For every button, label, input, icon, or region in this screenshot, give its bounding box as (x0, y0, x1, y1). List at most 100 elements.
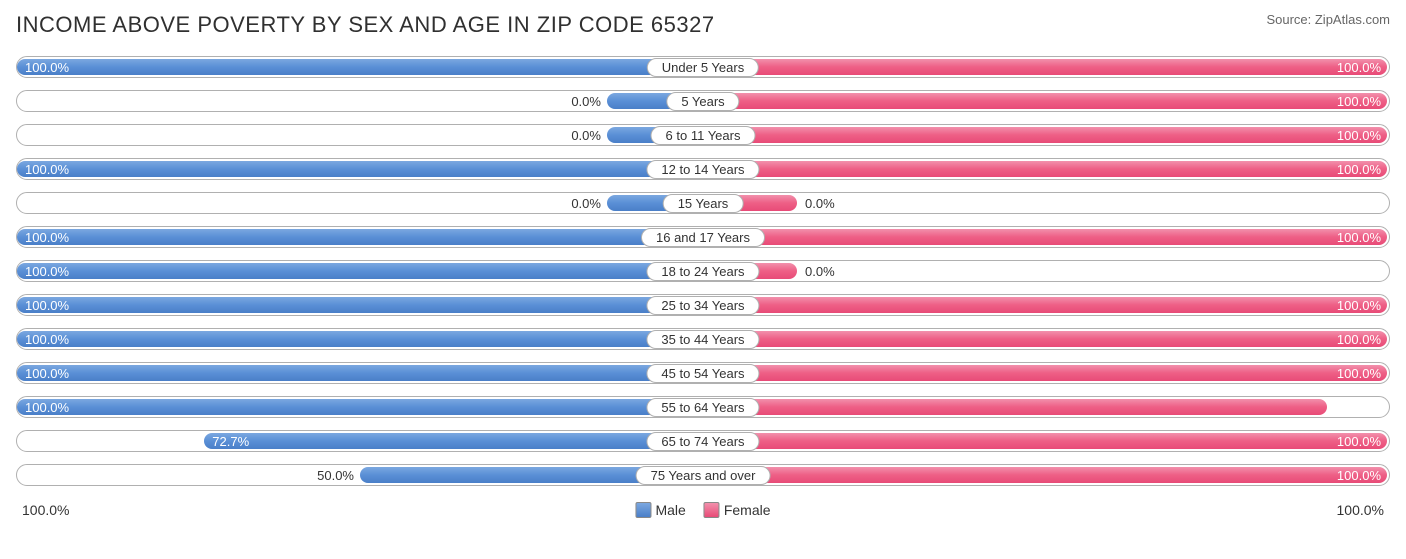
bar-track: 100.0% 91.3% 55 to 64 Years (16, 396, 1390, 418)
chart-row: 100.0% 100.0% Under 5 Years (16, 56, 1390, 84)
category-label: 55 to 64 Years (646, 398, 759, 417)
axis-left-label: 100.0% (22, 502, 69, 518)
chart-title: INCOME ABOVE POVERTY BY SEX AND AGE IN Z… (16, 12, 715, 38)
legend-male: Male (635, 502, 685, 518)
axis-right-label: 100.0% (1337, 502, 1384, 518)
male-bar (17, 263, 701, 279)
male-value-label: 100.0% (25, 264, 69, 279)
category-label: 25 to 34 Years (646, 296, 759, 315)
male-value-label: 100.0% (25, 298, 69, 313)
female-value-label: 100.0% (1337, 230, 1381, 245)
axis-row: 100.0% Male Female 100.0% (16, 498, 1390, 518)
chart-container: INCOME ABOVE POVERTY BY SEX AND AGE IN Z… (0, 0, 1406, 559)
category-label: 6 to 11 Years (651, 126, 756, 145)
chart-row: 0.0% 0.0% 15 Years (16, 192, 1390, 220)
legend-female-label: Female (724, 502, 771, 518)
male-value-label: 100.0% (25, 366, 69, 381)
male-value-label: 100.0% (25, 162, 69, 177)
male-bar (204, 433, 701, 449)
female-bar (703, 399, 1327, 415)
chart-row: 100.0% 100.0% 35 to 44 Years (16, 328, 1390, 356)
female-value-label: 100.0% (1337, 332, 1381, 347)
chart-area: 100.0% 100.0% Under 5 Years 0.0% 100.0% 5 Yea… (16, 56, 1390, 492)
bar-track: 100.0% 100.0% 35 to 44 Years (16, 328, 1390, 350)
bar-track: 100.0% 100.0% Under 5 Years (16, 56, 1390, 78)
male-value-label: 0.0% (571, 94, 601, 109)
bar-track: 100.0% 0.0% 18 to 24 Years (16, 260, 1390, 282)
female-bar (703, 93, 1387, 109)
source-label: Source: ZipAtlas.com (1266, 12, 1390, 27)
chart-row: 100.0% 100.0% 12 to 14 Years (16, 158, 1390, 186)
male-swatch-icon (635, 502, 651, 518)
male-value-label: 0.0% (571, 196, 601, 211)
female-bar (703, 365, 1387, 381)
chart-row: 100.0% 100.0% 25 to 34 Years (16, 294, 1390, 322)
female-value-label: 100.0% (1337, 298, 1381, 313)
female-swatch-icon (704, 502, 720, 518)
chart-row: 100.0% 91.3% 55 to 64 Years (16, 396, 1390, 424)
male-value-label: 72.7% (212, 434, 249, 449)
female-value-label: 100.0% (1337, 366, 1381, 381)
female-value-label: 100.0% (1337, 94, 1381, 109)
female-value-label: 100.0% (1337, 162, 1381, 177)
male-bar (17, 331, 701, 347)
male-value-label: 100.0% (25, 230, 69, 245)
chart-row: 100.0% 0.0% 18 to 24 Years (16, 260, 1390, 288)
bar-track: 100.0% 100.0% 12 to 14 Years (16, 158, 1390, 180)
legend-male-label: Male (655, 502, 685, 518)
female-value-label: 91.3% (1344, 400, 1381, 415)
chart-row: 0.0% 100.0% 5 Years (16, 90, 1390, 118)
category-label: 15 Years (663, 194, 744, 213)
male-bar (17, 161, 701, 177)
chart-row: 50.0% 100.0% 75 Years and over (16, 464, 1390, 492)
bar-track: 0.0% 100.0% 5 Years (16, 90, 1390, 112)
female-bar (703, 433, 1387, 449)
category-label: 12 to 14 Years (646, 160, 759, 179)
chart-row: 72.7% 100.0% 65 to 74 Years (16, 430, 1390, 458)
female-bar (703, 127, 1387, 143)
bar-track: 0.0% 0.0% 15 Years (16, 192, 1390, 214)
female-value-label: 100.0% (1337, 128, 1381, 143)
category-label: 18 to 24 Years (646, 262, 759, 281)
male-bar (17, 297, 701, 313)
female-value-label: 100.0% (1337, 468, 1381, 483)
bar-track: 100.0% 100.0% 25 to 34 Years (16, 294, 1390, 316)
category-label: 75 Years and over (636, 466, 771, 485)
legend-female: Female (704, 502, 771, 518)
male-bar (17, 59, 701, 75)
category-label: 16 and 17 Years (641, 228, 765, 247)
category-label: 35 to 44 Years (646, 330, 759, 349)
chart-row: 100.0% 100.0% 16 and 17 Years (16, 226, 1390, 254)
male-value-label: 100.0% (25, 60, 69, 75)
male-value-label: 100.0% (25, 332, 69, 347)
female-value-label: 100.0% (1337, 60, 1381, 75)
category-label: 5 Years (666, 92, 739, 111)
male-bar (17, 399, 701, 415)
bar-track: 50.0% 100.0% 75 Years and over (16, 464, 1390, 486)
bar-track: 100.0% 100.0% 16 and 17 Years (16, 226, 1390, 248)
legend: Male Female (635, 502, 770, 518)
female-bar (703, 331, 1387, 347)
female-value-label: 0.0% (805, 196, 835, 211)
category-label: Under 5 Years (647, 58, 759, 77)
female-bar (703, 161, 1387, 177)
male-value-label: 50.0% (317, 468, 354, 483)
chart-row: 0.0% 100.0% 6 to 11 Years (16, 124, 1390, 152)
female-value-label: 100.0% (1337, 434, 1381, 449)
female-value-label: 0.0% (805, 264, 835, 279)
male-bar (17, 229, 701, 245)
female-bar (703, 59, 1387, 75)
male-bar (17, 365, 701, 381)
header: INCOME ABOVE POVERTY BY SEX AND AGE IN Z… (16, 12, 1390, 38)
chart-row: 100.0% 100.0% 45 to 54 Years (16, 362, 1390, 390)
female-bar (703, 467, 1387, 483)
female-bar (703, 297, 1387, 313)
category-label: 65 to 74 Years (646, 432, 759, 451)
female-bar (703, 229, 1387, 245)
bar-track: 100.0% 100.0% 45 to 54 Years (16, 362, 1390, 384)
male-value-label: 100.0% (25, 400, 69, 415)
bar-track: 72.7% 100.0% 65 to 74 Years (16, 430, 1390, 452)
bar-track: 0.0% 100.0% 6 to 11 Years (16, 124, 1390, 146)
male-value-label: 0.0% (571, 128, 601, 143)
category-label: 45 to 54 Years (646, 364, 759, 383)
